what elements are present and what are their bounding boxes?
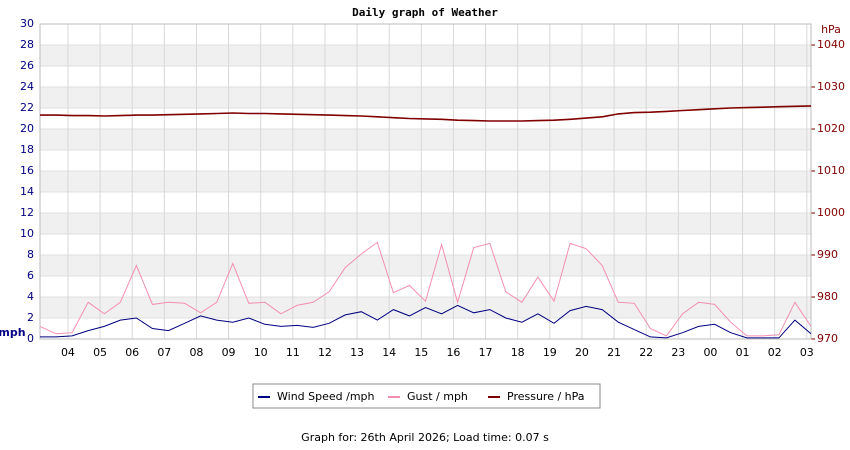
y-tick-label: 30 xyxy=(20,17,34,30)
grid-band xyxy=(40,45,811,66)
y2-tick-label: 1040 xyxy=(817,38,845,51)
y2-tick-label: 1030 xyxy=(817,80,845,93)
footer: Graph for: 26th April 2026; Load time: 0… xyxy=(301,431,549,444)
y-tick-label: 12 xyxy=(20,206,34,219)
grid-band xyxy=(40,171,811,192)
grid-band xyxy=(40,129,811,150)
y-tick-label: 22 xyxy=(20,101,34,114)
y-tick-label: 8 xyxy=(27,248,34,261)
series-line xyxy=(40,105,812,122)
chart-title: Daily graph of Weather xyxy=(352,6,498,19)
x-tick-label: 02 xyxy=(768,346,782,359)
legend-box xyxy=(252,383,601,409)
x-tick-label: 01 xyxy=(736,346,750,359)
y-tick-label: 4 xyxy=(27,290,34,303)
legend-label: Pressure / hPa xyxy=(507,390,585,403)
x-tick-label: 10 xyxy=(254,346,268,359)
grid-band xyxy=(40,255,811,276)
grid-band xyxy=(40,87,811,108)
legend-label: Gust / mph xyxy=(407,390,468,403)
y-tick-label: 14 xyxy=(20,185,34,198)
x-tick-label: 15 xyxy=(414,346,428,359)
y-tick-label: 18 xyxy=(20,143,34,156)
x-tick-label: 03 xyxy=(800,346,814,359)
y-tick-label: 2 xyxy=(27,311,34,324)
y2-tick-label: 990 xyxy=(817,248,838,261)
x-tick-label: 19 xyxy=(543,346,557,359)
x-tick-label: 18 xyxy=(511,346,525,359)
x-tick-label: 11 xyxy=(286,346,300,359)
y2-tick-label: 980 xyxy=(817,290,838,303)
y-tick-label: 6 xyxy=(27,269,34,282)
x-tick-label: 23 xyxy=(671,346,685,359)
y2-tick-label: 1000 xyxy=(817,206,845,219)
x-tick-label: 08 xyxy=(189,346,203,359)
x-tick-label: 05 xyxy=(93,346,107,359)
legend-label: Wind Speed /mph xyxy=(277,390,375,403)
y-axis-label: mph xyxy=(0,326,26,339)
y-tick-label: 10 xyxy=(20,227,34,240)
plot-frame xyxy=(39,23,812,340)
y-tick-label: 20 xyxy=(20,122,34,135)
x-tick-label: 06 xyxy=(125,346,139,359)
y2-tick-label: 970 xyxy=(817,332,838,345)
x-tick-label: 14 xyxy=(382,346,396,359)
x-tick-label: 12 xyxy=(318,346,332,359)
series-line xyxy=(39,241,812,337)
x-tick-label: 16 xyxy=(446,346,460,359)
x-tick-label: 21 xyxy=(607,346,621,359)
x-tick-label: 17 xyxy=(479,346,493,359)
x-tick-label: 07 xyxy=(157,346,171,359)
y-tick-label: 26 xyxy=(20,59,34,72)
y2-tick-label: 1020 xyxy=(817,122,845,135)
x-tick-label: 20 xyxy=(575,346,589,359)
x-tick-label: 09 xyxy=(222,346,236,359)
y2-tick-label: 1010 xyxy=(817,164,845,177)
y2-axis-label: hPa xyxy=(821,23,841,36)
grid-band xyxy=(40,213,811,234)
x-tick-label: 22 xyxy=(639,346,653,359)
y-tick-label: 28 xyxy=(20,38,34,51)
x-tick-label: 13 xyxy=(350,346,364,359)
x-tick-label: 00 xyxy=(703,346,717,359)
y-tick-label: 24 xyxy=(20,80,34,93)
series-line xyxy=(40,304,812,339)
y-tick-label: 16 xyxy=(20,164,34,177)
x-tick-label: 04 xyxy=(61,346,75,359)
y-tick-label: 0 xyxy=(27,332,34,345)
